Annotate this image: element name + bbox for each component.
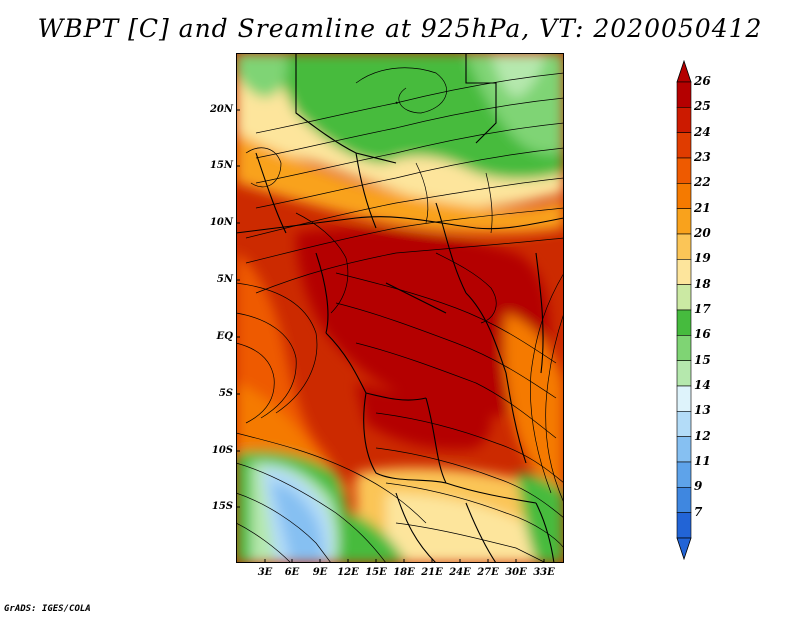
- wbpt-band-21-north: [236, 133, 564, 234]
- colorbar-swatch: [676, 132, 692, 159]
- colorbar-label: 11: [694, 454, 711, 468]
- colorbar-swatch: [676, 309, 692, 336]
- colorbar-label: 26: [694, 74, 711, 88]
- wbpt-band-17-south: [336, 513, 406, 563]
- colorbar-label: 7: [694, 504, 703, 519]
- lon-label-33e: 33E: [533, 567, 555, 578]
- lon-label-9e: 9E: [312, 567, 328, 578]
- colorbar-swatch: [676, 335, 692, 361]
- lat-label-10n: 10N: [209, 217, 233, 228]
- wbpt-band-17-northwest: [236, 53, 288, 98]
- colorbar-label: 24: [694, 124, 711, 139]
- lon-label-12e: 12E: [337, 567, 359, 578]
- colorbar-label: 20: [694, 226, 711, 240]
- lat-label-5s: 5S: [218, 388, 233, 399]
- wbpt-band-25-center: [356, 383, 491, 450]
- colorbar-swatch: [676, 512, 692, 539]
- wbpt-band-15-north: [491, 53, 546, 98]
- colorbar-swatch: [676, 183, 692, 209]
- colorbar-min-arrow: [676, 537, 692, 560]
- map-frame: [236, 53, 564, 563]
- colorbar-swatch: [676, 208, 692, 235]
- colorbar-label: 14: [694, 378, 711, 392]
- lat-label-15s: 15S: [211, 501, 233, 512]
- colorbar-label: 23: [694, 150, 711, 164]
- colorbar-label: 21: [694, 200, 711, 215]
- lat-label-eq: EQ: [216, 331, 233, 342]
- colorbar-label: 16: [694, 327, 711, 342]
- lon-label-6e: 6E: [284, 567, 300, 578]
- wbpt-band-17-southeast: [516, 473, 564, 563]
- wbpt-band-13-ocean: [271, 483, 324, 563]
- colorbar-label: 22: [694, 175, 711, 190]
- lat-label-20n: 20N: [209, 104, 233, 115]
- footer-credit: GrADS: IGES/COLA: [4, 604, 91, 614]
- colorbar-swatch: [676, 284, 692, 311]
- lon-label-24e: 24E: [449, 567, 471, 578]
- lat-label-15n: 15N: [209, 160, 233, 171]
- colorbar-swatch: [676, 259, 692, 285]
- colorbar-label: 15: [694, 352, 711, 367]
- lon-label-3e: 3E: [257, 567, 273, 578]
- colorbar-label: 25: [694, 99, 711, 114]
- colorbar-swatch: [676, 461, 692, 488]
- colorbar-label: 17: [694, 302, 711, 316]
- colorbar-swatch: [676, 385, 692, 412]
- colorbar-label: 12: [694, 428, 711, 443]
- lon-label-21e: 21E: [421, 567, 443, 578]
- colorbar-max-arrow: [676, 60, 692, 83]
- chart-title: WBPT [C] and Sreamline at 925hPa, VT: 20…: [37, 14, 763, 43]
- colorbar-label: 13: [694, 403, 711, 418]
- lon-label-30e: 30E: [505, 567, 527, 578]
- colorbar-swatch: [676, 107, 692, 133]
- colorbar-swatch: [676, 360, 692, 387]
- lon-label-27e: 27E: [477, 567, 499, 578]
- lat-label-5n: 5N: [216, 274, 233, 285]
- wbpt-band-25-core: [296, 228, 550, 417]
- map-panel[interactable]: [236, 53, 564, 563]
- lat-label-10s: 10S: [211, 445, 233, 456]
- colorbar-swatch: [676, 81, 692, 108]
- colorbar-swatch: [676, 436, 692, 463]
- colorbar-label: 9: [694, 479, 703, 494]
- colorbar-label: 19: [694, 251, 711, 266]
- wbpt-band-16-north: [466, 53, 564, 155]
- colorbar-swatch: [676, 411, 692, 437]
- colorbar: [676, 60, 692, 560]
- colorbar-swatch: [676, 157, 692, 184]
- lon-label-18e: 18E: [393, 567, 415, 578]
- colorbar-swatch: [676, 233, 692, 260]
- colorbar-label: 18: [694, 276, 711, 291]
- country-borders: [236, 53, 564, 563]
- streamlines: [236, 67, 564, 563]
- lon-label-15e: 15E: [365, 567, 387, 578]
- wbpt-band-20-south: [386, 493, 536, 563]
- colorbar-swatch: [676, 487, 692, 513]
